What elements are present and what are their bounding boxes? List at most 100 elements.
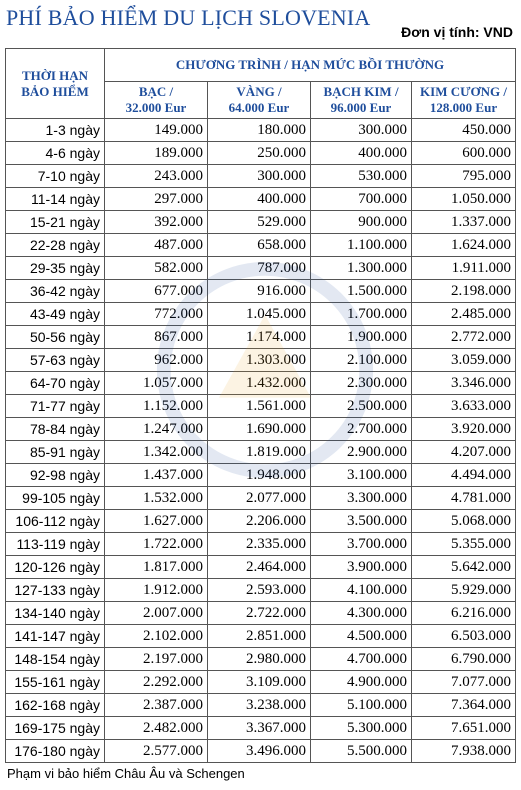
premium-cell: 392.000 — [104, 210, 208, 234]
premium-cell: 529.000 — [207, 210, 311, 234]
premium-cell: 250.000 — [207, 141, 311, 165]
duration-cell: 106-112 ngày — [5, 509, 105, 533]
table-row: 36-42 ngày 677.000 916.000 1.500.000 2.198.0… — [5, 279, 517, 303]
premium-cell: 4.781.000 — [410, 486, 517, 510]
plan-limit: 128.000 Eur — [429, 100, 498, 115]
duration-cell: 113-119 ngày — [5, 532, 105, 556]
premium-cell: 2.198.000 — [410, 279, 517, 303]
premium-table: THỜI HẠN BẢO HIỂM CHƯƠNG TRÌNH / HẠN MỨC… — [5, 48, 517, 763]
premium-cell: 3.300.000 — [310, 486, 412, 510]
premium-cell: 5.929.000 — [410, 578, 517, 602]
currency-unit: Đơn vị tính: VND — [401, 24, 513, 40]
premium-cell: 2.102.000 — [104, 624, 208, 648]
duration-cell: 29-35 ngày — [5, 256, 105, 280]
premium-cell: 487.000 — [104, 233, 208, 257]
premium-cell: 2.500.000 — [310, 394, 412, 418]
premium-cell: 2.335.000 — [207, 532, 311, 556]
plan-header-silver: BẠC / 32.000 Eur — [104, 81, 208, 119]
premium-cell: 530.000 — [310, 164, 412, 188]
premium-cell: 6.216.000 — [410, 601, 517, 625]
premium-cell: 5.500.000 — [310, 739, 412, 763]
premium-cell: 900.000 — [310, 210, 412, 234]
premium-cell: 787.000 — [207, 256, 311, 280]
premium-cell: 1.057.000 — [104, 371, 208, 395]
premium-cell: 1.247.000 — [104, 417, 208, 441]
premium-cell: 4.100.000 — [310, 578, 412, 602]
duration-cell: 11-14 ngày — [5, 187, 105, 211]
premium-cell: 2.980.000 — [207, 647, 311, 671]
premium-cell: 400.000 — [207, 187, 311, 211]
premium-cell: 2.577.000 — [104, 739, 208, 763]
premium-cell: 1.627.000 — [104, 509, 208, 533]
premium-cell: 400.000 — [310, 141, 412, 165]
premium-cell: 3.109.000 — [207, 670, 311, 694]
premium-cell: 4.900.000 — [310, 670, 412, 694]
premium-cell: 5.355.000 — [410, 532, 517, 556]
premium-cell: 1.948.000 — [207, 463, 311, 487]
table-row: 64-70 ngày 1.057.000 1.432.000 2.300.000 3.3… — [5, 371, 517, 395]
duration-cell: 92-98 ngày — [5, 463, 105, 487]
premium-cell: 600.000 — [410, 141, 517, 165]
premium-cell: 1.900.000 — [310, 325, 412, 349]
premium-cell: 677.000 — [104, 279, 208, 303]
premium-cell: 4.494.000 — [410, 463, 517, 487]
duration-cell: 50-56 ngày — [5, 325, 105, 349]
premium-cell: 867.000 — [104, 325, 208, 349]
premium-cell: 450.000 — [410, 118, 517, 142]
duration-cell: 57-63 ngày — [5, 348, 105, 372]
premium-cell: 772.000 — [104, 302, 208, 326]
premium-cell: 2.197.000 — [104, 647, 208, 671]
plan-header-diamond: KIM CƯƠNG / 128.000 Eur — [410, 81, 517, 119]
duration-cell: 36-42 ngày — [5, 279, 105, 303]
premium-cell: 1.532.000 — [104, 486, 208, 510]
premium-cell: 5.300.000 — [310, 716, 412, 740]
premium-cell: 3.346.000 — [410, 371, 517, 395]
table-row: 120-126 ngày 1.817.000 2.464.000 3.900.000 5… — [5, 555, 517, 579]
premium-cell: 2.485.000 — [410, 302, 517, 326]
premium-cell: 3.238.000 — [207, 693, 311, 717]
premium-cell: 4.700.000 — [310, 647, 412, 671]
duration-cell: 22-28 ngày — [5, 233, 105, 257]
premium-cell: 1.817.000 — [104, 555, 208, 579]
duration-cell: 127-133 ngày — [5, 578, 105, 602]
table-row: 85-91 ngày 1.342.000 1.819.000 2.900.000 4.2… — [5, 440, 517, 464]
table-row: 7-10 ngày 243.000 300.000 530.000 795.000 — [5, 164, 517, 188]
table-row: 176-180 ngày 2.577.000 3.496.000 5.500.000 7… — [5, 739, 517, 763]
premium-cell: 1.100.000 — [310, 233, 412, 257]
plan-limit: 96.000 Eur — [330, 100, 392, 115]
premium-cell: 582.000 — [104, 256, 208, 280]
premium-cell: 1.300.000 — [310, 256, 412, 280]
duration-cell: 99-105 ngày — [5, 486, 105, 510]
duration-cell: 78-84 ngày — [5, 417, 105, 441]
premium-cell: 180.000 — [207, 118, 311, 142]
table-row: 29-35 ngày 582.000 787.000 1.300.000 1.911.0… — [5, 256, 517, 280]
table-row: 71-77 ngày 1.152.000 1.561.000 2.500.000 3.6… — [5, 394, 517, 418]
premium-cell: 795.000 — [410, 164, 517, 188]
premium-cell: 1.174.000 — [207, 325, 311, 349]
table-row: 113-119 ngày 1.722.000 2.335.000 3.700.000 5… — [5, 532, 517, 556]
premium-cell: 1.500.000 — [310, 279, 412, 303]
premium-cell: 1.045.000 — [207, 302, 311, 326]
table-row: 106-112 ngày 1.627.000 2.206.000 3.500.000 5… — [5, 509, 517, 533]
plan-limit: 64.000 Eur — [228, 100, 290, 115]
duration-cell: 169-175 ngày — [5, 716, 105, 740]
premium-cell: 1.437.000 — [104, 463, 208, 487]
premium-cell: 2.900.000 — [310, 440, 412, 464]
table-row: 99-105 ngày 1.532.000 2.077.000 3.300.000 4.… — [5, 486, 517, 510]
premium-cell: 1.690.000 — [207, 417, 311, 441]
table-row: 141-147 ngày 2.102.000 2.851.000 4.500.000 6… — [5, 624, 517, 648]
program-header: CHƯƠNG TRÌNH / HẠN MỨC BỒI THƯỜNG — [103, 48, 517, 82]
table-row: 11-14 ngày 297.000 400.000 700.000 1.050.000 — [5, 187, 517, 211]
premium-cell: 189.000 — [104, 141, 208, 165]
premium-cell: 1.432.000 — [207, 371, 311, 395]
plan-name: BẠC / — [138, 84, 174, 99]
table-row: 78-84 ngày 1.247.000 1.690.000 2.700.000 3.9… — [5, 417, 517, 441]
duration-cell: 71-77 ngày — [5, 394, 105, 418]
table-row: 22-28 ngày 487.000 658.000 1.100.000 1.624.0… — [5, 233, 517, 257]
premium-cell: 1.152.000 — [104, 394, 208, 418]
table-row: 92-98 ngày 1.437.000 1.948.000 3.100.000 4.4… — [5, 463, 517, 487]
premium-cell: 243.000 — [104, 164, 208, 188]
premium-cell: 1.342.000 — [104, 440, 208, 464]
table-row: 127-133 ngày 1.912.000 2.593.000 4.100.000 5… — [5, 578, 517, 602]
premium-cell: 3.496.000 — [207, 739, 311, 763]
